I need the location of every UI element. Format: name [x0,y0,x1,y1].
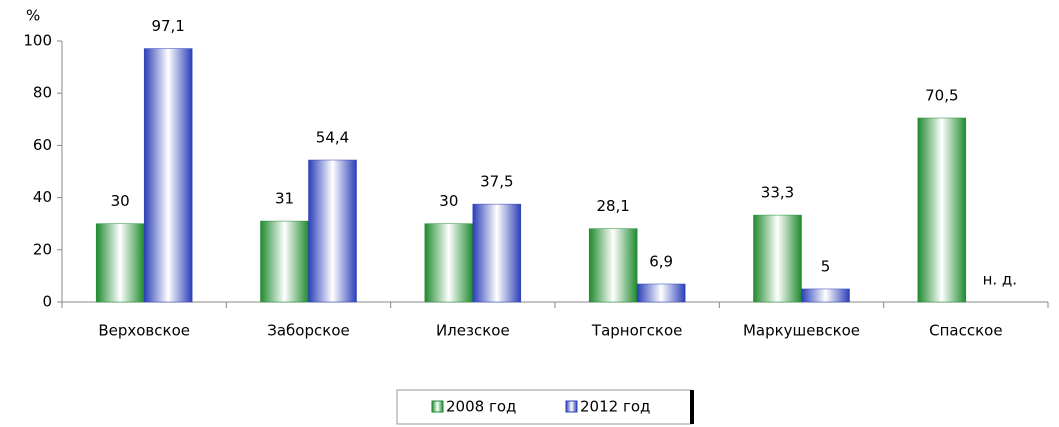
legend-label: 2008 год [446,398,516,416]
y-tick-label: 60 [33,136,52,154]
y-tick-label: 40 [33,188,52,206]
y-tick-label: 80 [33,84,52,102]
x-tick-label: Илезское [436,322,510,340]
legend-label: 2012 год [580,398,650,416]
data-label: 97,1 [151,17,184,35]
data-label: 31 [275,190,294,208]
data-label: 33,3 [761,184,794,202]
bar [95,223,145,303]
bar [801,288,850,303]
data-label: 54,4 [316,129,349,147]
bar [917,117,967,303]
data-label: 30 [439,192,458,210]
data-label: 70,5 [925,86,958,104]
y-tick-label: 20 [33,240,52,258]
data-label: н. д. [983,271,1017,289]
bar [424,223,474,303]
data-label: 28,1 [596,197,629,215]
bar [472,203,522,303]
legend-box [396,389,692,425]
bar [636,283,686,303]
data-label: 6,9 [649,252,673,270]
bar [260,220,309,303]
y-axis-label: % [26,7,40,25]
y-tick-label: 100 [23,32,52,50]
x-tick-label: Маркушевское [743,322,860,340]
bar [308,159,357,303]
bar [143,48,193,303]
x-tick-label: Верховское [98,322,190,340]
x-tick-label: Спасское [929,322,1002,340]
legend-swatch [565,400,578,413]
data-label: 37,5 [480,173,513,191]
legend-swatch [431,400,444,413]
x-tick-label: Заборское [267,322,349,340]
x-tick-label: Тарногское [591,322,682,340]
bar [753,214,802,303]
bar [588,228,638,303]
data-label: 5 [821,257,831,275]
data-label: 30 [111,192,130,210]
y-tick-label: 0 [42,293,52,311]
legend-edge [690,390,694,424]
